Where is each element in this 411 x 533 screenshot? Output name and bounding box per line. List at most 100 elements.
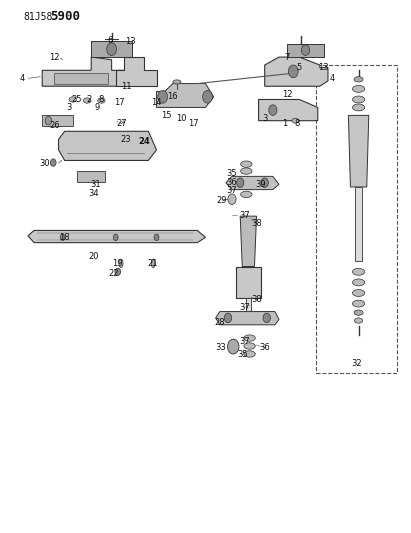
Ellipse shape	[353, 289, 365, 296]
Polygon shape	[226, 176, 279, 190]
Text: 13: 13	[319, 63, 329, 72]
Circle shape	[203, 91, 212, 103]
Circle shape	[60, 234, 65, 240]
Text: 12: 12	[282, 90, 292, 99]
Ellipse shape	[353, 96, 365, 103]
Polygon shape	[28, 230, 206, 243]
Text: 35: 35	[237, 350, 247, 359]
Text: 38: 38	[251, 295, 262, 304]
Ellipse shape	[240, 161, 252, 167]
Ellipse shape	[240, 191, 252, 198]
Polygon shape	[216, 312, 279, 325]
Ellipse shape	[151, 259, 155, 268]
Text: 24: 24	[139, 138, 150, 147]
Ellipse shape	[353, 300, 365, 307]
Ellipse shape	[354, 310, 363, 316]
Ellipse shape	[83, 98, 91, 103]
Text: 36: 36	[226, 177, 238, 187]
Polygon shape	[115, 57, 157, 86]
Circle shape	[289, 65, 298, 78]
Circle shape	[45, 116, 52, 125]
Circle shape	[263, 313, 270, 322]
Text: 20: 20	[88, 253, 99, 262]
Ellipse shape	[244, 351, 255, 357]
Ellipse shape	[354, 77, 363, 82]
Circle shape	[107, 43, 116, 55]
Polygon shape	[42, 115, 73, 126]
Text: 31: 31	[90, 180, 101, 189]
Circle shape	[228, 339, 239, 354]
Text: 14: 14	[151, 98, 162, 107]
Text: 8: 8	[99, 95, 104, 104]
Ellipse shape	[244, 335, 255, 341]
Ellipse shape	[353, 268, 365, 275]
Text: 25: 25	[72, 95, 82, 104]
Circle shape	[158, 91, 168, 103]
Text: 3: 3	[66, 103, 72, 112]
Text: 37: 37	[239, 211, 249, 220]
Text: 17: 17	[114, 98, 125, 107]
Text: 4: 4	[330, 74, 335, 83]
Text: 15: 15	[162, 111, 172, 120]
Text: 10: 10	[176, 114, 186, 123]
Text: 8: 8	[295, 119, 300, 128]
Text: 35: 35	[227, 168, 237, 177]
Text: 5900: 5900	[51, 10, 81, 23]
Text: 28: 28	[215, 318, 225, 327]
Circle shape	[301, 45, 309, 55]
Ellipse shape	[292, 118, 298, 123]
Polygon shape	[349, 115, 369, 187]
Text: 38: 38	[251, 219, 262, 228]
Circle shape	[154, 234, 159, 240]
Text: 33: 33	[216, 343, 226, 352]
Text: 23: 23	[120, 135, 131, 144]
Ellipse shape	[244, 343, 255, 349]
Text: 9: 9	[95, 103, 100, 112]
Circle shape	[51, 159, 56, 166]
Ellipse shape	[353, 104, 365, 111]
Polygon shape	[287, 44, 324, 57]
Text: 22: 22	[109, 269, 119, 278]
Text: 12: 12	[49, 53, 60, 62]
Text: 36: 36	[259, 343, 270, 352]
Text: 1: 1	[282, 119, 288, 128]
Ellipse shape	[98, 98, 105, 103]
Text: 30: 30	[39, 159, 50, 167]
Text: 2: 2	[87, 95, 92, 104]
Text: 32: 32	[351, 359, 362, 368]
Text: 26: 26	[49, 122, 60, 131]
Circle shape	[224, 313, 232, 322]
Text: 4: 4	[19, 74, 24, 83]
Polygon shape	[91, 41, 132, 57]
Polygon shape	[265, 57, 328, 86]
Ellipse shape	[355, 318, 363, 323]
Polygon shape	[77, 171, 106, 182]
Text: 5: 5	[297, 63, 302, 72]
Circle shape	[228, 194, 236, 205]
Polygon shape	[42, 57, 124, 86]
Polygon shape	[55, 73, 108, 84]
Text: 3: 3	[262, 114, 268, 123]
Text: 19: 19	[113, 260, 123, 268]
Text: 21: 21	[147, 260, 158, 268]
Ellipse shape	[69, 97, 76, 102]
Text: 81J58: 81J58	[24, 12, 53, 22]
Polygon shape	[58, 131, 157, 160]
Polygon shape	[157, 84, 214, 108]
Polygon shape	[245, 298, 251, 314]
Text: 17: 17	[188, 119, 199, 128]
Polygon shape	[259, 100, 318, 120]
Text: 6: 6	[107, 36, 112, 45]
Circle shape	[269, 105, 277, 115]
Text: 13: 13	[125, 37, 135, 46]
Text: 11: 11	[121, 82, 131, 91]
Polygon shape	[236, 266, 261, 298]
Circle shape	[236, 178, 244, 188]
Ellipse shape	[353, 279, 365, 286]
Text: 39: 39	[255, 180, 266, 189]
Text: 18: 18	[59, 233, 70, 242]
Ellipse shape	[119, 259, 123, 268]
Ellipse shape	[240, 168, 252, 174]
Text: 27: 27	[116, 119, 127, 128]
Text: 37: 37	[226, 185, 238, 195]
